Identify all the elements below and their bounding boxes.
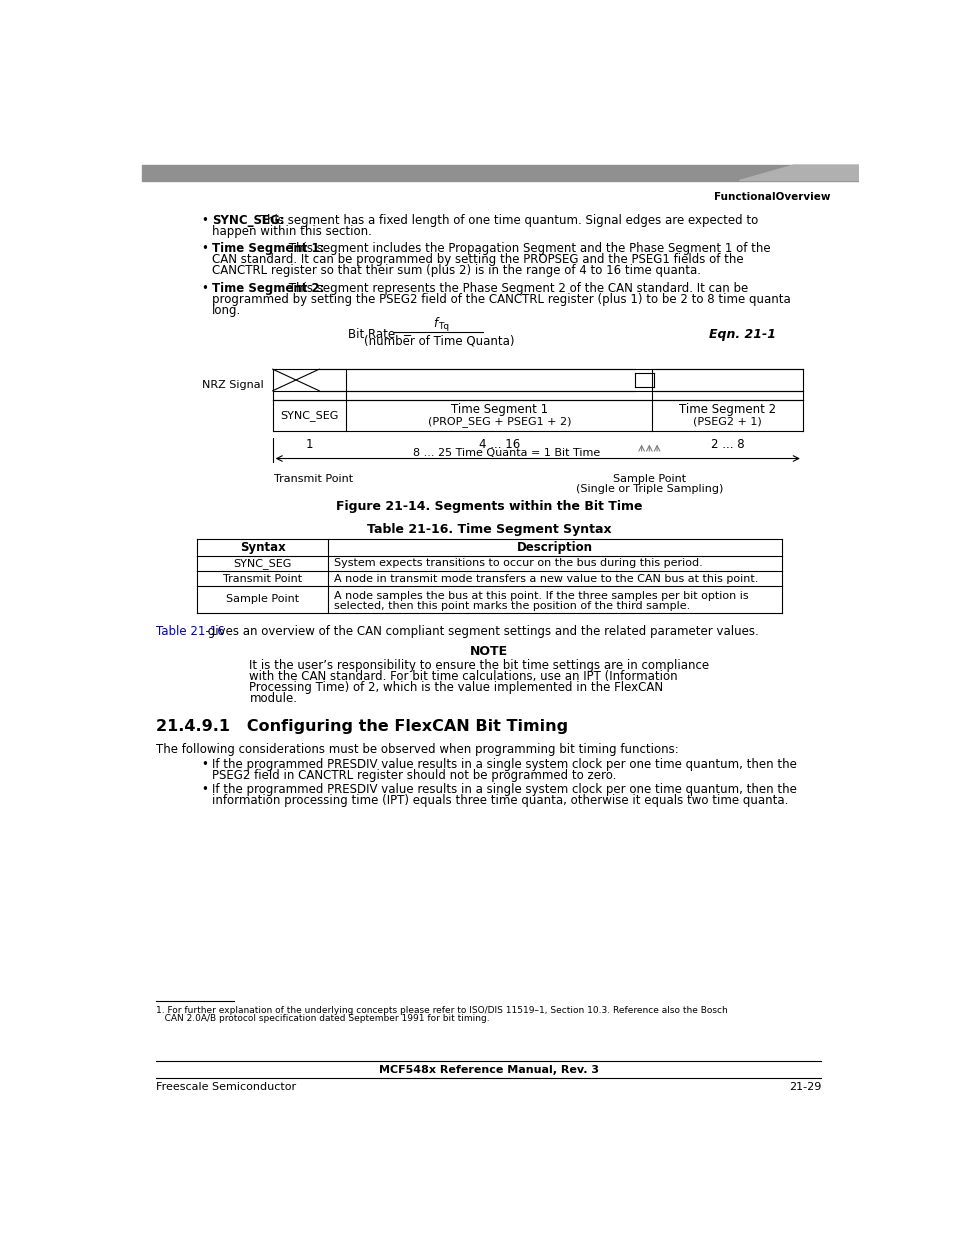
Text: SYNC_SEG: SYNC_SEG	[233, 558, 292, 568]
Text: SYNC_SEG: SYNC_SEG	[280, 410, 338, 421]
Text: The following considerations must be observed when programming bit timing functi: The following considerations must be obs…	[156, 743, 679, 756]
Text: Time Segment 2:: Time Segment 2:	[212, 282, 324, 295]
Text: Syntax: Syntax	[239, 541, 285, 553]
Text: Sample Point: Sample Point	[612, 474, 685, 484]
Text: Processing Time) of 2, which is the value implemented in the FlexCAN: Processing Time) of 2, which is the valu…	[249, 680, 663, 694]
Text: Description: Description	[517, 541, 593, 553]
Text: NOTE: NOTE	[470, 645, 507, 658]
Text: (Single or Triple Sampling): (Single or Triple Sampling)	[575, 484, 722, 494]
Text: This segment includes the Propagation Segment and the Phase Segment 1 of the: This segment includes the Propagation Se…	[285, 242, 770, 256]
Text: 1. For further explanation of the underlying concepts please refer to ISO/DIS 11: 1. For further explanation of the underl…	[156, 1007, 727, 1015]
Text: happen within this section.: happen within this section.	[212, 225, 372, 238]
Text: 4 ... 16: 4 ... 16	[478, 438, 519, 451]
Text: Tq: Tq	[438, 322, 449, 331]
Text: If the programmed PRESDIV value results in a single system clock per one time qu: If the programmed PRESDIV value results …	[212, 783, 797, 797]
Text: 21.4.9.1   Configuring the FlexCAN Bit Timing: 21.4.9.1 Configuring the FlexCAN Bit Tim…	[156, 719, 568, 734]
Text: Time Segment 2: Time Segment 2	[679, 403, 776, 416]
Text: PSEG2 field in CANCTRL register should not be programmed to zero.: PSEG2 field in CANCTRL register should n…	[212, 769, 616, 782]
Text: SYNC_SEG:: SYNC_SEG:	[212, 214, 285, 227]
Text: f: f	[433, 317, 436, 330]
Text: •: •	[201, 757, 208, 771]
Text: Transmit Point: Transmit Point	[274, 474, 353, 484]
Text: gives an overview of the CAN compliant segment settings and the related paramete: gives an overview of the CAN compliant s…	[204, 625, 759, 637]
Text: This segment has a fixed length of one time quantum. Signal edges are expected t: This segment has a fixed length of one t…	[256, 214, 758, 227]
Text: (PSEG2 + 1): (PSEG2 + 1)	[693, 416, 761, 426]
Text: 1: 1	[306, 438, 313, 451]
Text: System expects transitions to occur on the bus during this period.: System expects transitions to occur on t…	[334, 558, 702, 568]
Text: Sample Point: Sample Point	[226, 594, 299, 604]
Text: A node in transmit mode transfers a new value to the CAN bus at this point.: A node in transmit mode transfers a new …	[334, 573, 758, 584]
Text: programmed by setting the PSEG2 field of the CANCTRL register (plus 1) to be 2 t: programmed by setting the PSEG2 field of…	[212, 293, 790, 306]
Text: Transmit Point: Transmit Point	[223, 573, 302, 584]
Text: Time Segment 1:: Time Segment 1:	[212, 242, 324, 256]
Text: 21-29: 21-29	[788, 1082, 821, 1092]
Text: selected, then this point marks the position of the third sample.: selected, then this point marks the posi…	[334, 601, 689, 611]
Text: •: •	[201, 783, 208, 797]
Text: 2 ... 8: 2 ... 8	[710, 438, 743, 451]
Text: A node samples the bus at this point. If the three samples per bit option is: A node samples the bus at this point. If…	[334, 592, 748, 601]
Text: •: •	[201, 242, 208, 256]
Text: This segment represents the Phase Segment 2 of the CAN standard. It can be: This segment represents the Phase Segmen…	[285, 282, 747, 295]
Text: Figure 21-14. Segments within the Bit Time: Figure 21-14. Segments within the Bit Ti…	[335, 500, 641, 513]
Text: module.: module.	[249, 692, 297, 705]
Text: •: •	[201, 214, 208, 227]
Text: information processing time (IPT) equals three time quanta, otherwise it equals : information processing time (IPT) equals…	[212, 794, 788, 808]
Text: •: •	[201, 282, 208, 295]
Polygon shape	[739, 165, 858, 180]
Text: MCF548x Reference Manual, Rev. 3: MCF548x Reference Manual, Rev. 3	[378, 1066, 598, 1076]
Text: CAN 2.0A/B protocol specification dated September 1991 for bit timing.: CAN 2.0A/B protocol specification dated …	[156, 1014, 490, 1024]
Text: Table 21-16. Time Segment Syntax: Table 21-16. Time Segment Syntax	[366, 524, 611, 536]
Text: CANCTRL register so that their sum (plus 2) is in the range of 4 to 16 time quan: CANCTRL register so that their sum (plus…	[212, 264, 700, 278]
Text: Table 21-16: Table 21-16	[156, 625, 225, 637]
Text: Freescale Semiconductor: Freescale Semiconductor	[156, 1082, 296, 1092]
Text: CAN standard. It can be programmed by setting the PROPSEG and the PSEG1 fields o: CAN standard. It can be programmed by se…	[212, 253, 743, 267]
Text: 8 ... 25 Time Quanta = 1 Bit Time: 8 ... 25 Time Quanta = 1 Bit Time	[413, 448, 599, 458]
Text: (number of Time Quanta): (number of Time Quanta)	[363, 335, 514, 347]
Text: NRZ Signal: NRZ Signal	[201, 379, 263, 389]
Text: FunctionalOverview: FunctionalOverview	[714, 193, 830, 203]
Text: If the programmed PRESDIV value results in a single system clock per one time qu: If the programmed PRESDIV value results …	[212, 757, 797, 771]
Text: long.: long.	[212, 304, 241, 317]
Polygon shape	[142, 165, 858, 180]
Text: It is the user’s responsibility to ensure the bit time settings are in complianc: It is the user’s responsibility to ensur…	[249, 658, 709, 672]
Text: with the CAN standard. For bit time calculations, use an IPT (Information: with the CAN standard. For bit time calc…	[249, 669, 678, 683]
Text: (PROP_SEG + PSEG1 + 2): (PROP_SEG + PSEG1 + 2)	[427, 416, 571, 427]
Text: Bit Rate  =: Bit Rate =	[348, 329, 412, 341]
Text: Eqn. 21-1: Eqn. 21-1	[709, 329, 776, 341]
Text: Time Segment 1: Time Segment 1	[451, 403, 547, 416]
